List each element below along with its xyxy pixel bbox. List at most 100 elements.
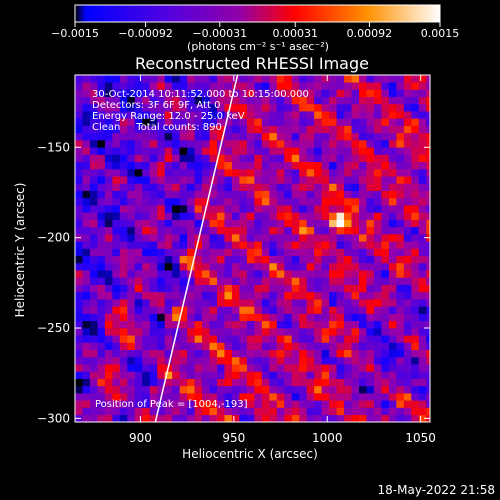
heatmap-cell: [127, 75, 136, 83]
heatmap-cell: [261, 197, 270, 206]
heatmap-cell: [284, 89, 293, 97]
heatmap-cell: [209, 226, 218, 235]
heatmap-cell: [284, 96, 293, 105]
heatmap-cell: [388, 154, 397, 163]
heatmap-cell: [291, 284, 300, 293]
heatmap-cell: [254, 219, 263, 228]
heatmap-cell: [261, 89, 270, 97]
heatmap-cell: [224, 400, 233, 408]
heatmap-cell: [411, 400, 420, 408]
heatmap-cell: [403, 190, 412, 199]
heatmap-cell: [329, 356, 337, 365]
heatmap-cell: [314, 277, 322, 285]
heatmap-cell: [224, 364, 233, 372]
heatmap-cell: [209, 132, 218, 141]
footer-timestamp: 18-May-2022 21:58: [378, 483, 495, 497]
heatmap-cell: [217, 161, 225, 170]
heatmap-cell: [314, 118, 322, 126]
heatmap-cell: [344, 270, 352, 278]
heatmap-cell: [239, 328, 248, 336]
heatmap-cell: [246, 356, 255, 365]
heatmap-cell: [104, 407, 113, 416]
heatmap-cell: [97, 342, 106, 351]
heatmap-cell: [119, 356, 128, 365]
heatmap-cell: [411, 356, 420, 365]
heatmap-cell: [202, 212, 210, 220]
heatmap-cell: [388, 226, 397, 235]
heatmap-cell: [134, 255, 143, 264]
heatmap-cell: [164, 103, 173, 112]
heatmap-cell: [202, 284, 210, 293]
heatmap-cell: [344, 262, 352, 271]
heatmap-cell: [164, 241, 173, 249]
heatmap-cell: [127, 125, 136, 134]
heatmap-cell: [299, 212, 307, 220]
heatmap-cell: [426, 161, 430, 170]
heatmap-cell: [291, 219, 300, 228]
heatmap-cell: [187, 89, 195, 97]
heatmap-cell: [119, 75, 128, 83]
heatmap-cell: [373, 349, 382, 358]
heatmap-cell: [149, 306, 158, 314]
heatmap-cell: [217, 277, 225, 285]
heatmap-cell: [142, 277, 151, 285]
heatmap-cell: [172, 168, 180, 177]
heatmap-cell: [411, 154, 420, 163]
heatmap-cell: [314, 371, 322, 379]
heatmap-cell: [396, 299, 405, 307]
heatmap-cell: [276, 168, 285, 177]
heatmap-cell: [119, 234, 128, 242]
heatmap-cell: [276, 190, 285, 199]
heatmap-cell: [299, 255, 307, 264]
heatmap-cell: [359, 270, 367, 278]
heatmap-cell: [411, 161, 420, 170]
heatmap-cell: [336, 385, 345, 394]
heatmap-cell: [127, 299, 136, 307]
heatmap-cell: [224, 262, 233, 271]
heatmap-cell: [344, 147, 352, 155]
heatmap-cell: [291, 248, 300, 257]
heatmap-cell: [329, 125, 337, 134]
heatmap-cell: [179, 219, 188, 228]
heatmap-cell: [261, 183, 270, 191]
heatmap-cell: [359, 248, 367, 257]
heatmap-cell: [336, 393, 345, 401]
heatmap-cell: [291, 313, 300, 322]
heatmap-cell: [172, 320, 180, 329]
heatmap-cell: [366, 125, 375, 134]
heatmap-cell: [344, 393, 352, 401]
heatmap-cell: [336, 103, 345, 112]
heatmap-cell: [396, 118, 405, 126]
heatmap-cell: [254, 183, 263, 191]
heatmap-cell: [194, 277, 203, 285]
heatmap-cell: [239, 349, 248, 358]
heatmap-cell: [231, 284, 240, 293]
heatmap-cell: [172, 248, 180, 257]
heatmap-cell: [112, 118, 121, 126]
heatmap-cell: [202, 299, 210, 307]
heatmap-cell: [388, 342, 397, 351]
heatmap-cell: [157, 75, 165, 83]
heatmap-cell: [269, 241, 278, 249]
heatmap-cell: [202, 176, 210, 184]
heatmap-cell: [388, 176, 397, 184]
heatmap-cell: [231, 147, 240, 155]
heatmap-cell: [112, 356, 121, 365]
heatmap-cell: [344, 241, 352, 249]
heatmap-cell: [396, 277, 405, 285]
heatmap-cell: [373, 161, 382, 170]
heatmap-cell: [157, 118, 165, 126]
heatmap-cell: [261, 262, 270, 271]
heatmap-cell: [89, 320, 98, 329]
heatmap-cell: [172, 96, 180, 105]
heatmap-cell: [179, 335, 188, 343]
heatmap-cell: [97, 393, 106, 401]
heatmap-cell: [127, 320, 136, 329]
heatmap-cell: [366, 226, 375, 235]
heatmap-cell: [403, 400, 412, 408]
heatmap-cell: [381, 349, 390, 358]
heatmap-cell: [187, 234, 195, 242]
heatmap-cell: [127, 284, 136, 293]
heatmap-cell: [119, 328, 128, 336]
heatmap-cell: [291, 197, 300, 206]
